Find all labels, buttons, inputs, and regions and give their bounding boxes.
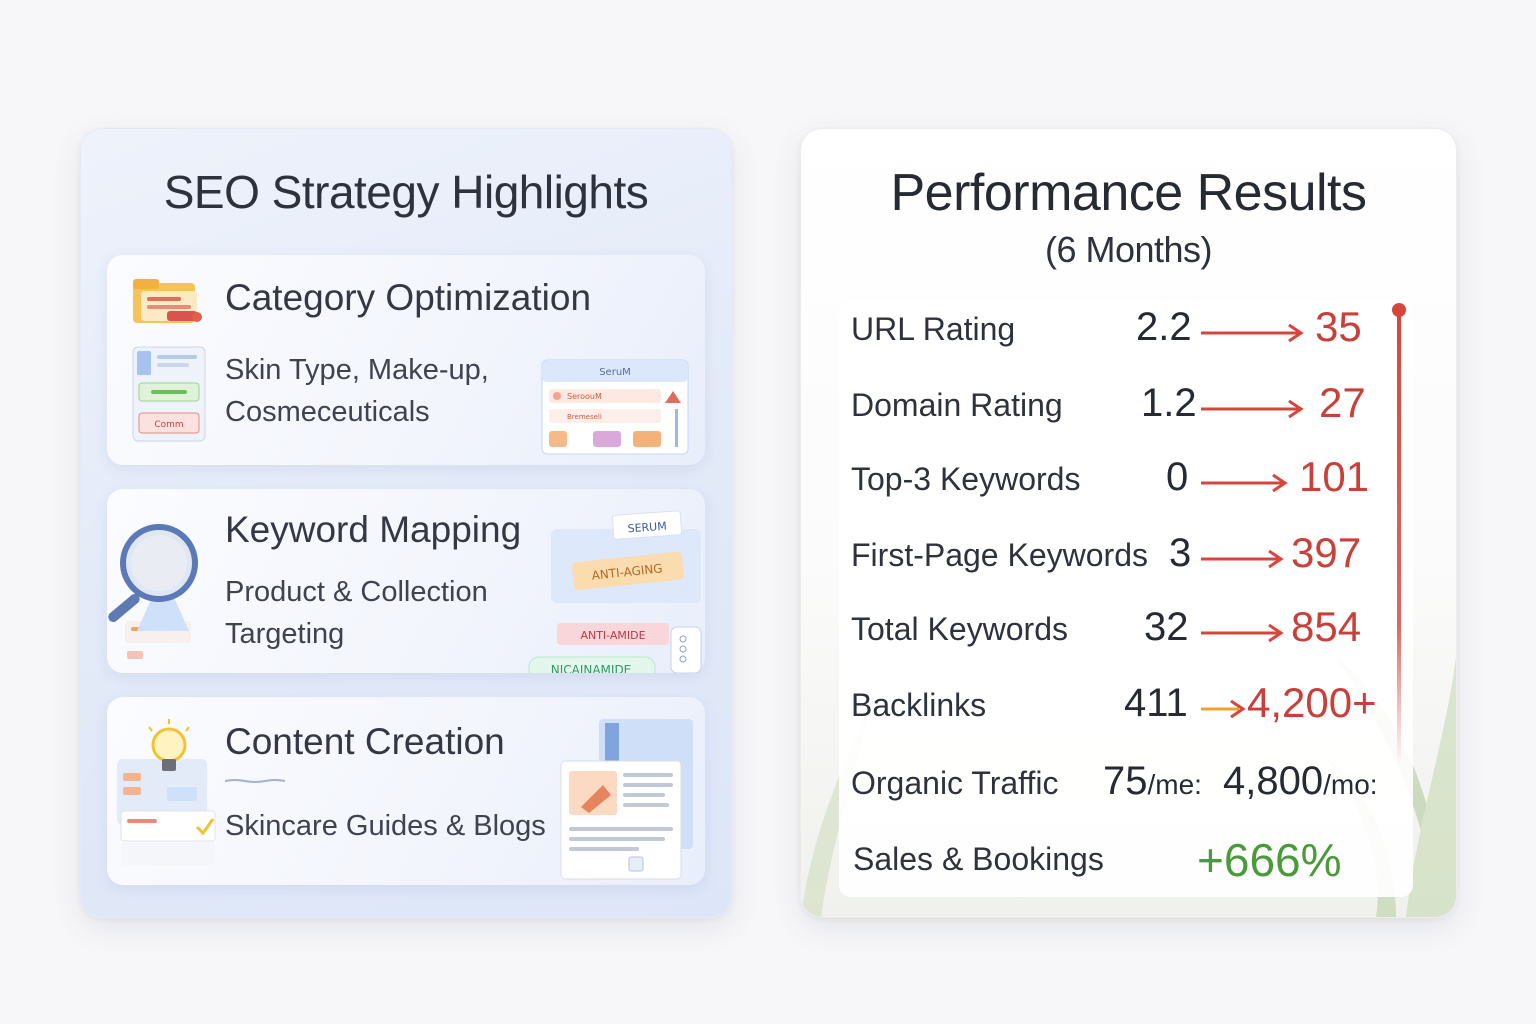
metric-label: Organic Traffic [851,765,1059,801]
metric-new-value: +666% [1197,834,1342,886]
arrow-icon [1201,623,1284,643]
metric-label: URL Rating [851,311,1016,347]
lightbulb-icon [117,719,216,865]
metric-new-value: 27 [1319,379,1366,426]
growth-indicator-dot [1392,303,1406,317]
svg-text:Bremeseli: Bremeseli [567,413,602,421]
metric-new-unit: /mo: [1323,769,1378,800]
content-creation-title: Content Creation [225,721,505,762]
blog-document-icon [560,719,693,880]
metric-row-backlinks: Backlinks 411 4,200+ [801,679,1441,739]
performance-results-subtitle: (6 Months) [1044,229,1213,270]
divider-squiggle [225,779,285,783]
metric-new-value: 35 [1315,303,1362,350]
metric-row-organic-traffic: Organic Traffic 75/me: 4,800/mo: [801,757,1441,817]
metric-new-value: 101 [1299,453,1370,500]
arrow-icon [1201,399,1304,419]
product-widget-illustration: SeruM SeroouM Bremeseli [541,359,689,455]
metric-label: Sales & Bookings [853,841,1104,877]
arrow-icon [1201,549,1284,569]
metric-label: First-Page Keywords [851,537,1148,573]
metric-row-domain-rating: Domain Rating 1.2 27 [801,379,1441,439]
metric-old-value: 2.2 [1136,305,1192,349]
metric-row-first-page-keywords: First-Page Keywords 3 397 [801,529,1441,589]
metric-old-value: 75/me: [1103,759,1202,803]
svg-text:Comm: Comm [154,420,183,430]
keyword-mapping-title: Keyword Mapping [225,509,522,550]
metric-old-value: 3 [1169,531,1192,575]
metric-row-url-rating: URL Rating 2.2 35 [801,303,1441,363]
metric-label: Total Keywords [851,611,1068,647]
seo-strategy-title: SEO Strategy Highlights [163,166,649,218]
metric-label: Backlinks [851,687,987,723]
metric-new-value: 397 [1291,529,1362,576]
metric-new-value: 4,200+ [1247,679,1377,726]
metric-old-value: 411 [1124,681,1188,725]
performance-results-panel: Performance Results (6 Months) URL Ratin… [800,128,1457,918]
metric-row-top3-keywords: Top-3 Keywords 0 101 [801,453,1441,513]
metrics-list [839,301,1413,897]
magnifier-icon [108,524,198,659]
seo-strategy-panel: SEO Strategy Highlights Comm Category Op… [80,128,732,918]
performance-results-title: Performance Results [890,164,1367,222]
category-optimization-card: Comm Category Optimization Skin Type, Ma… [107,255,705,465]
document-icon: Comm [132,346,206,442]
arrow-icon [1201,323,1304,343]
category-optimization-title: Category Optimization [225,277,592,318]
metric-old-value: 0 [1166,455,1189,499]
svg-text:ANTI-AMIDE: ANTI-AMIDE [580,629,645,642]
metric-old-value: 1.2 [1141,381,1197,425]
keyword-mapping-card: Keyword Mapping Product & Collection Tar… [107,489,705,673]
metric-new-value: 4,800/mo: [1223,759,1378,803]
metric-label: Domain Rating [851,387,1063,423]
svg-text:SERUM: SERUM [627,520,667,536]
svg-text:SeruM: SeruM [599,367,631,378]
keyword-mapping-desc: Product & Collection Targeting [225,576,488,650]
arrow-icon [1201,699,1246,719]
arrow-icon [1201,473,1288,493]
keyword-tags-illustration: SERUM ANTI-AGING ANTI-AMIDE NICAINAMIDE [528,510,702,673]
growth-indicator-line [1397,305,1401,765]
svg-text:NICAINAMIDE: NICAINAMIDE [551,663,632,673]
metric-row-sales-bookings: Sales & Bookings +666% [801,833,1441,893]
category-optimization-desc: Skin Type, Make-up, Cosmeceuticals [225,354,489,428]
metric-new-value: 854 [1291,603,1362,650]
content-creation-desc: Skincare Guides & Blogs [225,810,546,842]
folder-icon [133,279,202,323]
metric-old-value: 32 [1144,605,1189,649]
svg-text:SeroouM: SeroouM [567,392,602,401]
metric-old-unit: /me: [1147,769,1202,800]
content-creation-card: Content Creation Skincare Guides & Blogs [107,697,705,885]
metric-row-total-keywords: Total Keywords 32 854 [801,603,1441,663]
metric-label: Top-3 Keywords [851,461,1081,497]
